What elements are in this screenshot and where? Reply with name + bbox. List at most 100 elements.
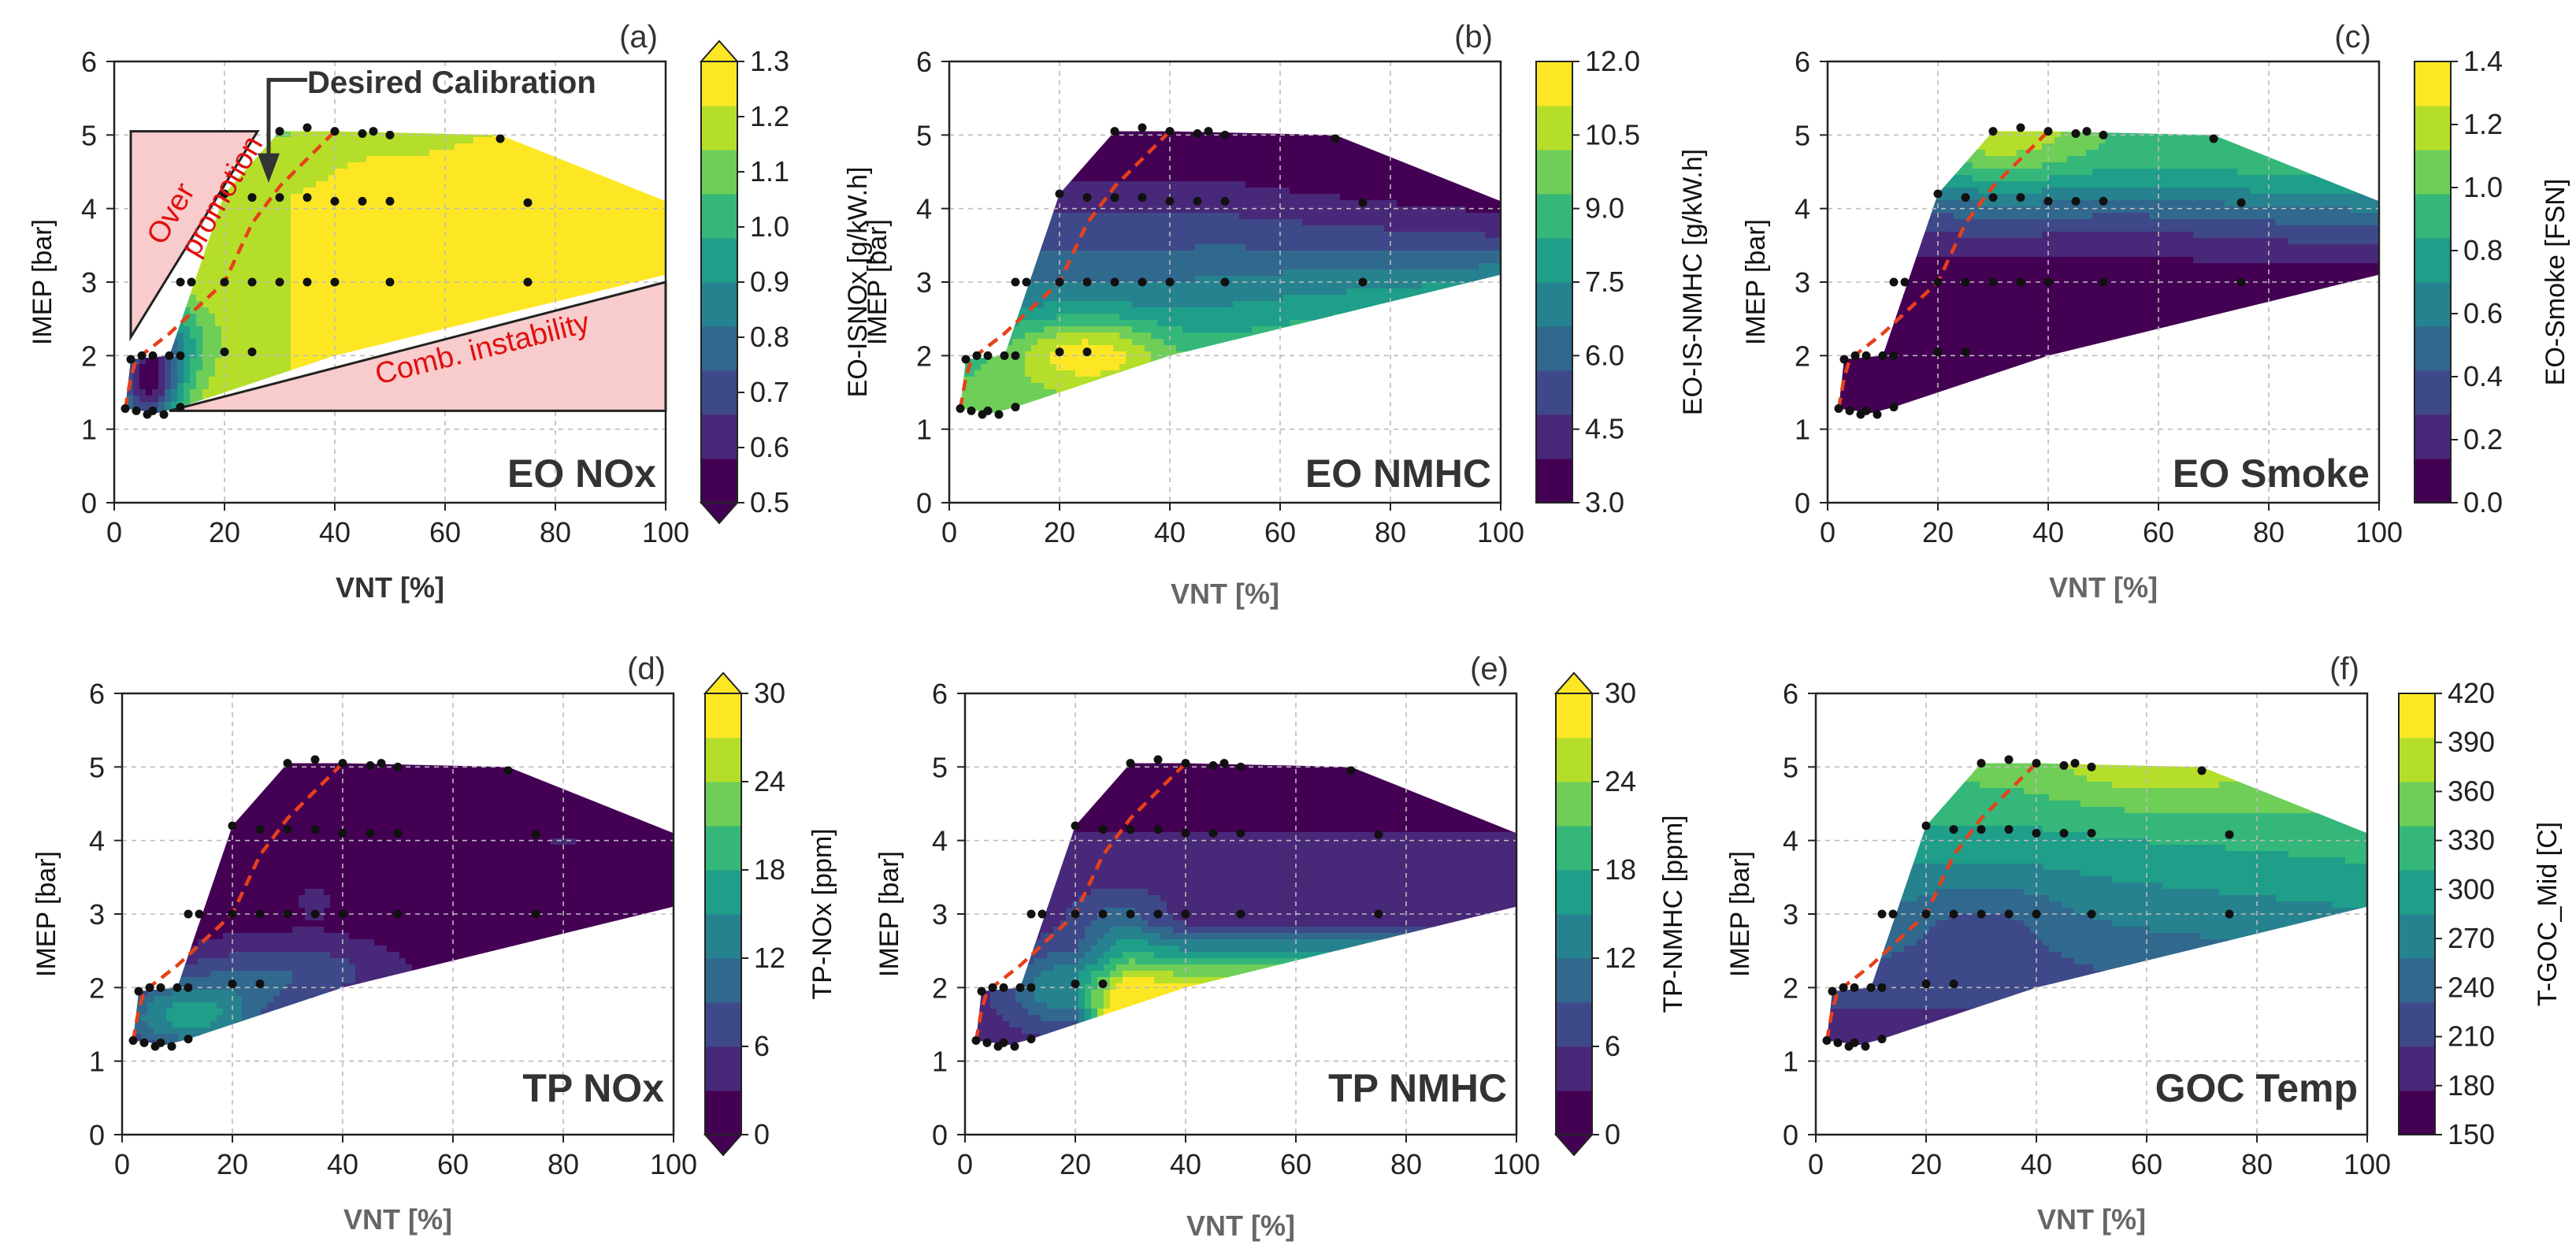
contour-cell: [404, 276, 411, 283]
contour-cell: [448, 143, 455, 150]
contour-cell: [272, 333, 279, 340]
contour-cell: [171, 402, 178, 409]
contour-cell: [335, 288, 342, 295]
contour-cell: [423, 169, 430, 176]
contour-cell: [158, 408, 165, 414]
contour-cell: [505, 257, 512, 264]
contour-cell: [429, 320, 436, 327]
contour-cell: [234, 244, 241, 251]
contour-cell: [530, 156, 537, 163]
contour-cell: [511, 200, 518, 207]
contour-cell: [404, 295, 411, 302]
contour-cell: [354, 301, 361, 308]
contour-cell: [139, 370, 147, 377]
contour-cell: [499, 188, 506, 195]
contour-cell: [310, 269, 317, 277]
contour-cell: [265, 339, 273, 346]
contour-cell: [524, 169, 531, 176]
contour-cell: [455, 263, 462, 270]
contour-cell: [347, 339, 354, 346]
contour-cell: [486, 295, 493, 302]
contour-cell: [328, 238, 336, 245]
contour-cell: [448, 295, 455, 302]
contour-cell: [480, 219, 487, 226]
contour-cell: [278, 295, 285, 302]
contour-cell: [379, 150, 386, 157]
contour-cell: [505, 244, 512, 251]
contour-cell: [429, 162, 436, 169]
contour-cell: [467, 225, 474, 232]
contour-cell: [530, 162, 537, 169]
contour-cell: [385, 333, 392, 340]
contour-cell: [486, 175, 493, 182]
contour-cell: [417, 314, 424, 321]
contour-cell: [549, 188, 556, 195]
contour-cell: [404, 219, 411, 226]
contour-cell: [259, 307, 266, 314]
contour-cell: [322, 156, 329, 163]
contour-cell: [461, 307, 468, 314]
contour-cell: [328, 301, 336, 308]
contour-cell: [322, 301, 329, 308]
contour-cell: [259, 314, 266, 321]
contour-cell: [354, 276, 361, 283]
contour-cell: [354, 307, 361, 314]
contour-cell: [297, 339, 304, 346]
contour-cell: [455, 320, 462, 327]
contour-cell: [272, 143, 279, 150]
contour-cell: [253, 351, 260, 359]
contour-cell: [272, 232, 279, 239]
contour-cell: [297, 314, 304, 321]
contour-cell: [360, 301, 367, 308]
contour-cell: [404, 150, 411, 157]
contour-cell: [505, 263, 512, 270]
contour-cell: [341, 307, 348, 314]
contour-cell: [278, 238, 285, 245]
contour-cell: [366, 339, 373, 346]
contour-cell: [385, 169, 392, 176]
contour-cell: [423, 156, 430, 163]
contour-cell: [398, 156, 405, 163]
contour-cell: [202, 314, 210, 321]
contour-cell: [240, 358, 247, 365]
contour-cell: [278, 339, 285, 346]
contour-cell: [184, 326, 191, 333]
contour-cell: [284, 181, 291, 188]
contour-cell: [303, 263, 310, 270]
contour-cell: [467, 143, 474, 150]
contour-cell: [442, 263, 449, 270]
contour-cell: [177, 377, 184, 384]
contour-cell: [518, 194, 525, 201]
contour-cell: [461, 314, 468, 321]
contour-cell: [310, 131, 317, 138]
contour-cell: [196, 314, 203, 321]
contour-cell: [253, 156, 260, 163]
contour-cell: [196, 351, 203, 359]
contour-cell: [455, 295, 462, 302]
contour-cell: [354, 150, 361, 157]
contour-cell: [303, 345, 310, 352]
contour-cell: [436, 320, 443, 327]
contour-cell: [549, 200, 556, 207]
contour-cell: [543, 244, 550, 251]
contour-cell: [473, 181, 481, 188]
contour-cell: [146, 402, 153, 409]
contour-cell: [486, 263, 493, 270]
contour-cell: [215, 251, 222, 258]
contour-cell: [322, 213, 329, 220]
contour-cell: [555, 282, 562, 289]
contour-cell: [171, 358, 178, 365]
contour-cell: [392, 307, 399, 314]
contour-cell: [272, 276, 279, 283]
contour-cell: [480, 200, 487, 207]
contour-cell: [379, 263, 386, 270]
contour-cell: [190, 358, 197, 365]
contour-cell: [448, 213, 455, 220]
contour-cell: [467, 282, 474, 289]
contour-cell: [392, 194, 399, 201]
contour-cell: [240, 301, 247, 308]
contour-cell: [190, 339, 197, 346]
contour-cell: [429, 219, 436, 226]
contour-cell: [410, 150, 418, 157]
contour-cell: [530, 213, 537, 220]
